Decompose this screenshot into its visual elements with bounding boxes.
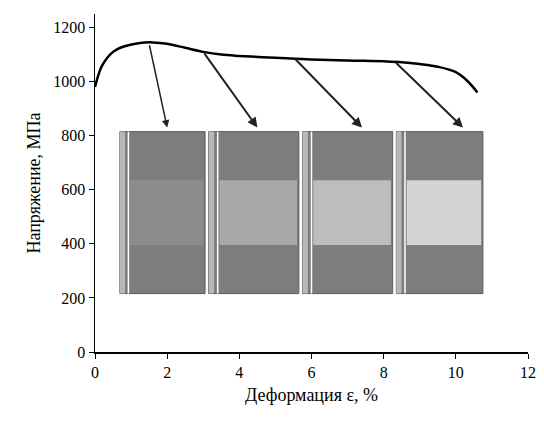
svg-text:8: 8 <box>380 364 388 381</box>
svg-text:0: 0 <box>91 364 99 381</box>
svg-text:400: 400 <box>61 235 85 252</box>
svg-text:Деформация ε, %: Деформация ε, % <box>245 385 378 405</box>
svg-text:600: 600 <box>61 181 85 198</box>
svg-text:800: 800 <box>61 127 85 144</box>
svg-text:Напряжение, МПа: Напряжение, МПа <box>24 112 44 253</box>
svg-text:1000: 1000 <box>53 73 85 90</box>
svg-text:1200: 1200 <box>53 19 85 36</box>
svg-text:2: 2 <box>163 364 171 381</box>
svg-text:12: 12 <box>520 364 536 381</box>
svg-text:4: 4 <box>235 364 243 381</box>
svg-text:6: 6 <box>308 364 316 381</box>
svg-text:0: 0 <box>77 344 85 361</box>
svg-text:10: 10 <box>448 364 464 381</box>
svg-text:200: 200 <box>61 290 85 307</box>
